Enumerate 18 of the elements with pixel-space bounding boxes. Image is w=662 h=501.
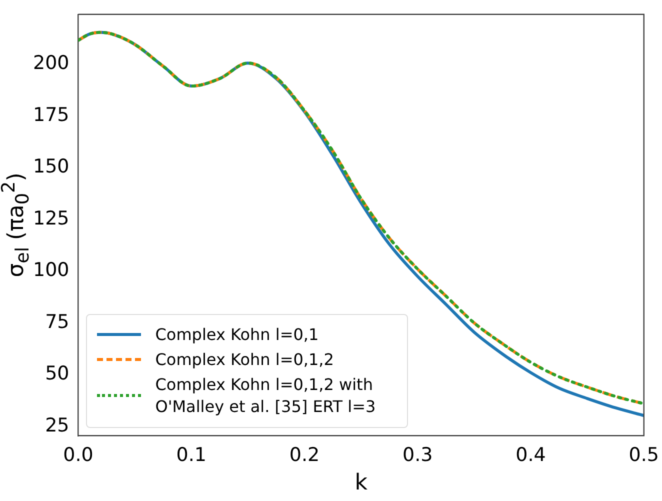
y-tick-label: 175 (33, 104, 70, 126)
y-tick-label: 150 (33, 156, 70, 178)
legend-label: Complex Kohn l=0,1,2 with O'Malley et al. [35] ERT l=3 (155, 374, 377, 418)
x-axis-title: k (354, 470, 368, 496)
legend-label: Complex Kohn l=0,1,2 (155, 348, 334, 371)
y-tick-label: 200 (33, 52, 70, 74)
legend-label: Complex Kohn l=0,1 (155, 324, 319, 346)
y-tick-label: 75 (45, 310, 70, 333)
x-tick-label: 0.4 (516, 444, 546, 466)
y-tick-label: 25 (45, 414, 70, 436)
x-tick-label: 0.0 (63, 444, 94, 466)
x-tick-label: 0.3 (402, 444, 433, 466)
x-tick-label: 0.1 (176, 444, 206, 466)
y-tick-label: 125 (33, 207, 70, 230)
x-tick-label: 0.2 (289, 444, 320, 466)
y-tick-label: 50 (45, 362, 70, 385)
y-tick-label: 100 (33, 259, 70, 282)
x-tick-label: 0.5 (628, 444, 659, 466)
